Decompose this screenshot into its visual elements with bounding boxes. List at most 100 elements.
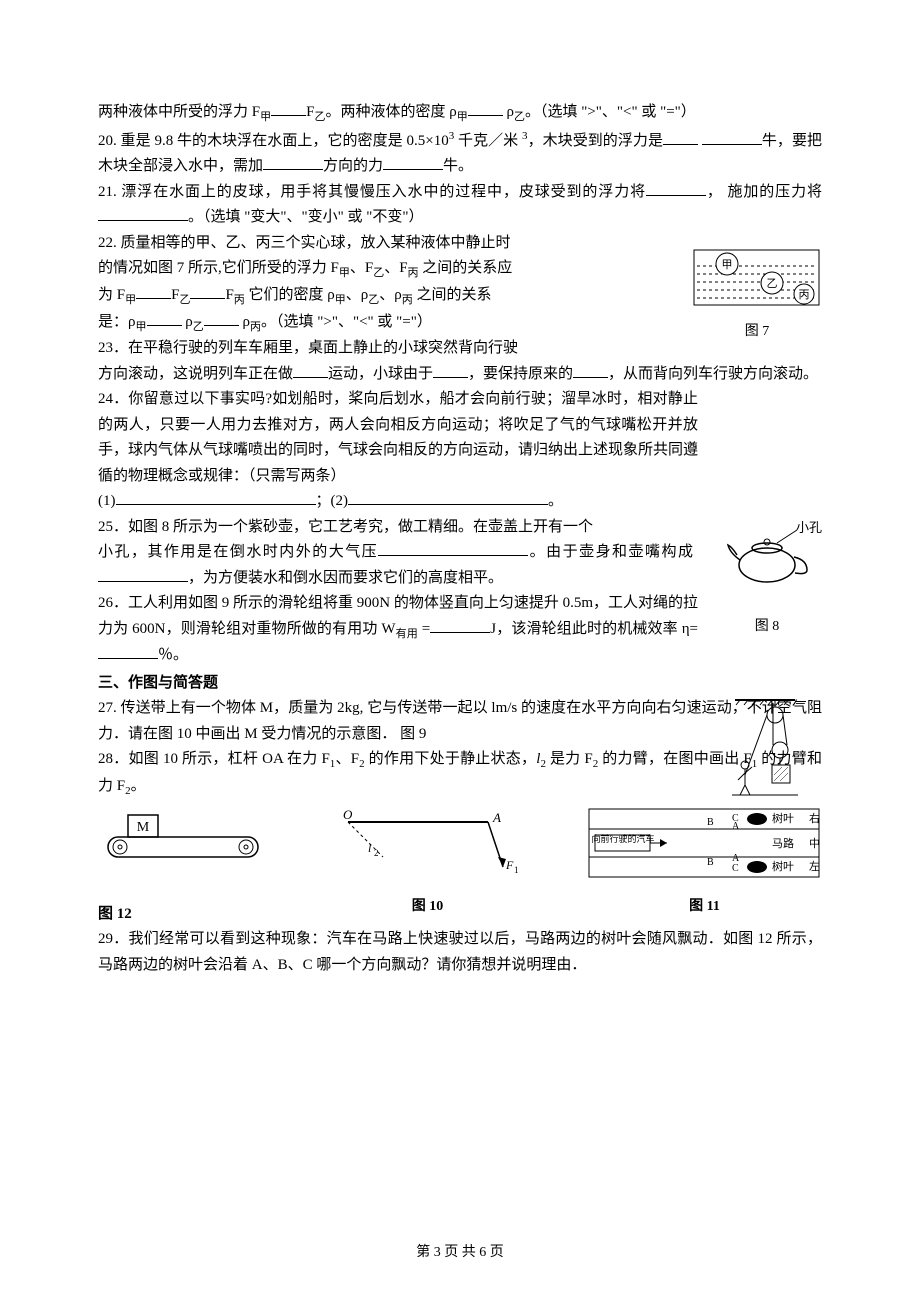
text: 方向的力 <box>323 158 383 174</box>
svg-text:M: M <box>137 820 150 835</box>
sub: 甲 <box>457 111 468 123</box>
sub: 丙 <box>408 267 419 279</box>
text: 。（选填 ">"、"<" 或 "="） <box>261 314 432 330</box>
svg-text:丙: 丙 <box>799 289 810 301</box>
blank <box>293 363 328 378</box>
conveyor-icon: M <box>98 807 268 877</box>
figure-11-label: 图 11 <box>587 895 822 919</box>
blank <box>433 363 468 378</box>
blank <box>116 490 316 505</box>
sub: 乙 <box>179 294 190 306</box>
svg-text:树叶: 树叶 <box>772 811 794 825</box>
svg-text:B: B <box>707 857 714 868</box>
svg-text:A: A <box>492 810 501 825</box>
text: J，该滑轮组此时的机械效率 η= <box>490 621 698 637</box>
blank <box>468 101 503 116</box>
svg-text:B: B <box>707 817 714 828</box>
text: 、F <box>384 260 407 276</box>
figure-7: 甲 乙 丙 图 7 <box>692 248 822 344</box>
text: (1) <box>98 493 116 509</box>
blank <box>190 284 225 299</box>
figure-7-label: 图 7 <box>692 320 822 344</box>
svg-text:F: F <box>505 858 514 872</box>
road-icon: 向前行驶的汽车 C B A 树叶 右 马路 中 A B C 树叶 左 <box>587 807 822 882</box>
blank <box>348 490 548 505</box>
text: ，从而背向列车行驶方向滚动。 <box>608 366 818 382</box>
text: 、ρ <box>346 287 369 303</box>
text: F <box>225 287 233 303</box>
blank <box>98 567 188 582</box>
text: ，木块受到的浮力是 <box>528 133 663 149</box>
q19-tail: 两种液体中所受的浮力 F甲F乙。两种液体的密度 ρ甲 ρ乙。（选填 ">"、"<… <box>98 100 822 127</box>
text: 、F <box>335 751 359 767</box>
svg-text:C: C <box>732 863 739 874</box>
svg-text:向前行驶的汽车: 向前行驶的汽车 <box>591 833 654 844</box>
pulley-icon <box>730 695 800 800</box>
q28: 28．如图 10 所示，杠杆 OA 在力 F1、F2 的作用下处于静止状态，l2… <box>98 747 822 800</box>
text: 20. 重是 9.8 牛的木块浮在水面上，它的密度是 0.5×10 <box>98 133 449 149</box>
text: 运动，小球由于 <box>328 366 433 382</box>
q23: 23．在平稳行驶的列车车厢里，桌面上静止的小球突然背向行驶 方向滚动，这说明列车… <box>98 336 822 387</box>
figure-11-area: 向前行驶的汽车 C B A 树叶 右 马路 中 A B C 树叶 左 <box>587 807 822 919</box>
text: ％。 <box>158 647 188 663</box>
q29: 29．我们经常可以看到这种现象：汽车在马路上快速驶过以后，马路两边的树叶会随风飘… <box>98 927 822 978</box>
q22: 22. 质量相等的甲、乙、丙三个实心球，放入某种液体中静止时 的情况如图 7 所… <box>98 231 668 337</box>
sub: 甲 <box>125 294 136 306</box>
text: 它们的密度 ρ <box>245 287 335 303</box>
text: 之间的关系应 <box>419 260 513 276</box>
figure-7-svg: 甲 乙 丙 <box>692 248 822 318</box>
sub: 乙 <box>368 294 379 306</box>
text: 两种液体中所受的浮力 F <box>98 104 260 120</box>
figure-10-lever: O A l2 F1 图 10 <box>328 807 528 919</box>
sub: 有用 <box>396 628 418 640</box>
blank <box>378 541 528 556</box>
svg-text:左: 左 <box>809 860 820 873</box>
text: 25．如图 8 所示为一个紫砂壶，它工艺考究，做工精细。在壶盖上开有一个 <box>98 519 593 535</box>
sub: 甲 <box>260 111 271 123</box>
document-content: 两种液体中所受的浮力 F甲F乙。两种液体的密度 ρ甲 ρ乙。（选填 ">"、"<… <box>98 100 822 978</box>
q24: 24．你留意过以下事实吗?如划船时，桨向后划水，船才会向前行驶；溜旱冰时，相对静… <box>98 387 698 489</box>
sub: 甲 <box>339 267 350 279</box>
q25: 25．如图 8 所示为一个紫砂壶，它工艺考究，做工精细。在壶盖上开有一个 小孔，… <box>98 515 693 592</box>
figure-9 <box>727 695 802 800</box>
text: 。由于壶身和壶嘴构成 <box>528 544 693 560</box>
text: 。 <box>131 778 146 794</box>
text: ρ <box>503 104 514 120</box>
svg-text:甲: 甲 <box>722 259 733 271</box>
blank <box>98 644 158 659</box>
text: ，要保持原来的 <box>468 366 573 382</box>
hole-label: 小孔 <box>796 517 822 539</box>
text: 27. 传送带上有一个物体 M，质量为 2kg, 它与传送带一起以 lm/s 的… <box>98 700 822 742</box>
blank <box>383 155 443 170</box>
text: 23．在平稳行驶的列车车厢里，桌面上静止的小球突然背向行驶 <box>98 340 518 356</box>
blank <box>663 130 698 145</box>
blank <box>271 101 306 116</box>
svg-text:树叶: 树叶 <box>772 859 794 873</box>
text: 。 <box>548 493 563 509</box>
text: 。（选填 ">"、"<" 或 "="） <box>525 104 696 120</box>
text: 施加的压力将 <box>727 184 822 200</box>
text: 是：ρ <box>98 314 136 330</box>
text: 21. 漂浮在水面上的皮球，用手将其慢慢压入水中的过程中，皮球受到的浮力将 <box>98 184 646 200</box>
blank <box>136 284 171 299</box>
figures-row: M O A l2 F1 图 10 <box>98 807 822 902</box>
sub: 乙 <box>314 111 325 123</box>
page-footer: 第 3 页 共 6 页 <box>0 1241 920 1265</box>
blank <box>573 363 608 378</box>
blank <box>147 311 182 326</box>
q26: 26．工人利用如图 9 所示的滑轮组将重 900N 的物体竖直向上匀速提升 0.… <box>98 591 698 669</box>
text: 小孔，其作用是在倒水时内外的大气压 <box>98 544 378 560</box>
text: 29．我们经常可以看到这种现象：汽车在马路上快速驶过以后，马路两边的树叶会随风飘… <box>98 931 822 973</box>
text: 、ρ <box>379 287 402 303</box>
svg-text:2: 2 <box>374 848 379 858</box>
sub: 乙 <box>514 111 525 123</box>
sub: 丙 <box>402 294 413 306</box>
text: ，为方便装水和倒水因而要求它们的高度相平。 <box>188 570 503 586</box>
text: 牛。 <box>443 158 473 174</box>
lever-icon: O A l2 F1 <box>328 807 528 882</box>
svg-text:乙: 乙 <box>767 277 778 290</box>
text: = <box>422 621 430 637</box>
blank <box>702 130 762 145</box>
sub: 甲 <box>335 294 346 306</box>
sub: 甲 <box>136 321 147 333</box>
